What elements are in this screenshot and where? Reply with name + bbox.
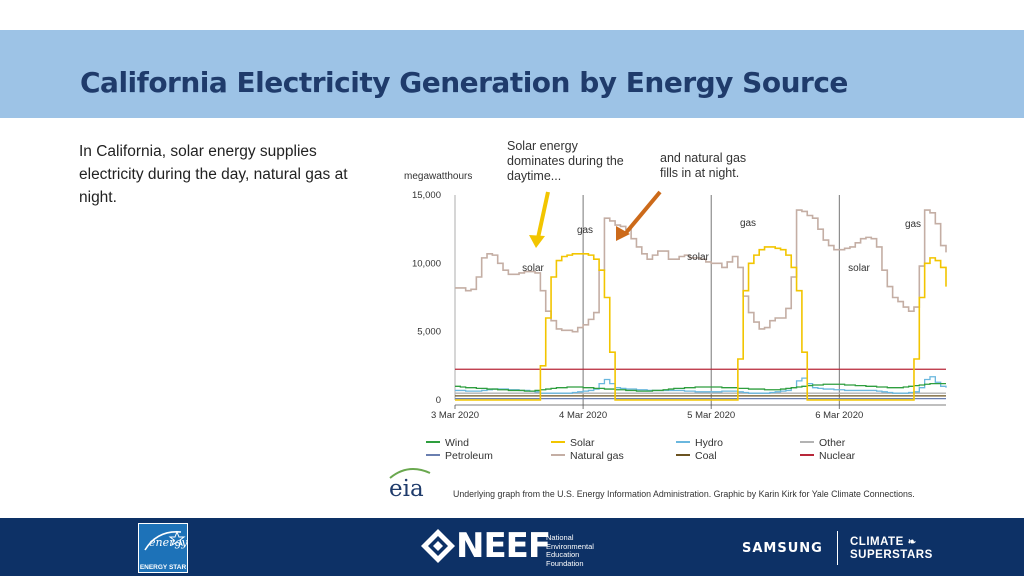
- eia-logo-text: eia: [389, 476, 424, 502]
- legend-label: Petroleum: [445, 450, 493, 462]
- legend-label: Solar: [570, 437, 595, 449]
- x-tick-label: 3 Mar 2020: [431, 410, 479, 421]
- series-line-solar: [455, 246, 947, 401]
- legend-label: Coal: [695, 450, 717, 462]
- climate-superstars-logo: CLIMATE ❧ SUPERSTARS: [850, 536, 933, 562]
- annotation-solar-text: Solar energy dominates during the daytime.…: [507, 139, 624, 183]
- annotation-inline-label: gas: [740, 218, 756, 229]
- annotation-solar-arrowhead: [529, 235, 545, 248]
- y-tick-label: 10,000: [412, 258, 441, 269]
- annotation-inline-label: solar: [522, 263, 544, 274]
- annotation-inline-label: gas: [577, 225, 593, 236]
- legend-label: Wind: [445, 437, 469, 449]
- annotation-gas-arrow: [623, 190, 662, 236]
- legend-label: Other: [819, 437, 846, 449]
- neef-sub-line: Environmental: [546, 541, 594, 551]
- annotation-gas-arrowhead: [616, 226, 630, 241]
- y-tick-label: 15,000: [412, 190, 441, 201]
- y-tick-label: 0: [436, 395, 441, 406]
- annotation-solar-arrow: [536, 191, 550, 239]
- series-line-natural-gas: [455, 209, 947, 333]
- neef-subtitle: National Environmental Education Foundat…: [546, 533, 594, 568]
- energy-star-logo: energy ENERGY STAR: [138, 523, 188, 573]
- neef-sub-line: Education: [546, 550, 580, 559]
- generation-chart: megawatthours 0 5,000 10,000 15,000 3 Mar 202…: [389, 139, 947, 502]
- chart-area: megawatthours 0 5,000 10,000 15,000 3 Mar 202…: [380, 130, 980, 510]
- chart-credit: Underlying graph from the U.S. Energy In…: [453, 489, 915, 499]
- neef-sub-line: Foundation: [546, 558, 584, 568]
- annotation-gas-text: and natural gas fills in at night.: [660, 151, 746, 180]
- plot-area: [455, 195, 946, 400]
- y-axis-label: megawatthours: [404, 171, 472, 182]
- climate-line: CLIMATE: [850, 536, 904, 548]
- leaf-icon: ❧: [907, 537, 917, 548]
- title-band: [0, 30, 1024, 118]
- energy-star-icon: energy: [144, 530, 188, 551]
- legend-label: Hydro: [695, 437, 723, 449]
- y-tick-label: 5,000: [417, 327, 441, 338]
- x-tick-label: 4 Mar 2020: [559, 410, 607, 421]
- x-tick-label: 5 Mar 2020: [687, 410, 735, 421]
- neef-sub-line: National: [546, 533, 574, 542]
- neef-wordmark: NEEF: [456, 526, 551, 566]
- x-tick-label: 6 Mar 2020: [815, 410, 863, 421]
- slide-title: California Electricity Generation by Ene…: [80, 66, 848, 99]
- eia-swoosh-icon: [389, 468, 431, 479]
- slide-body-text: In California, solar energy supplies ele…: [79, 143, 348, 206]
- annotation-inline-label: solar: [848, 263, 870, 274]
- svg-text:energy: energy: [149, 536, 187, 549]
- eia-logo: eia: [389, 468, 431, 502]
- energy-star-label: ENERGY STAR: [139, 564, 187, 571]
- climate-line: SUPERSTARS: [850, 549, 933, 561]
- samsung-logo: SAMSUNG: [742, 541, 823, 556]
- legend-label: Nuclear: [819, 450, 856, 462]
- annotation-inline-label: gas: [905, 219, 921, 230]
- neef-diamond-icon: [421, 529, 455, 563]
- legend-label: Natural gas: [570, 450, 624, 462]
- footer-divider: [837, 531, 838, 565]
- annotation-inline-label: solar: [687, 252, 709, 263]
- series-line-wind: [455, 382, 946, 392]
